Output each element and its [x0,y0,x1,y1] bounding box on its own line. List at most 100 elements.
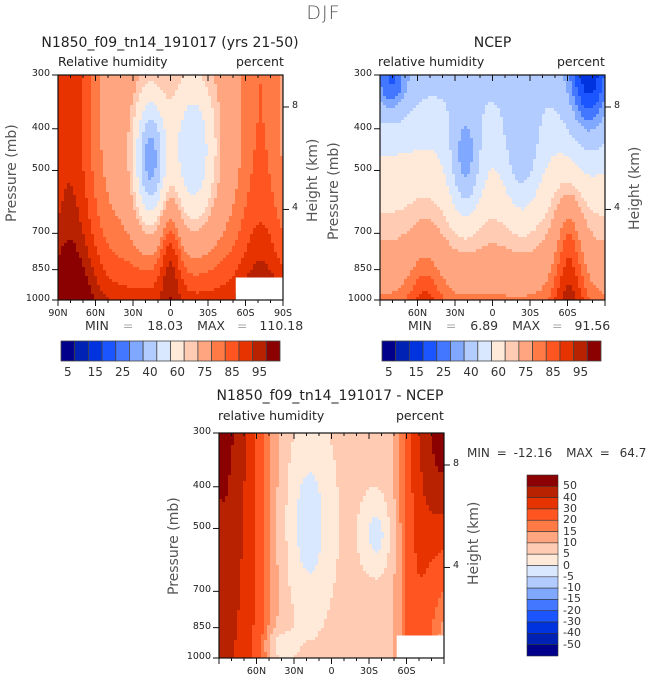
panel-model-contour-cell [94,177,98,181]
panel-model-contour-cell [250,129,254,133]
panel-model-contour-cell [61,207,65,211]
panel-model-contour-cell [85,261,89,265]
panel-model-contour-cell [184,162,188,166]
panel-model-contour-cell [139,96,143,100]
panel-model-contour-cell [64,240,68,244]
panel-model-contour-cell [229,267,233,271]
panel-model-contour-cell [187,144,191,148]
panel-model-contour-cell [169,129,173,133]
panel-model-contour-cell [187,258,191,262]
panel-model-contour-cell [199,258,203,262]
panel-model-contour-cell [136,231,140,235]
panel-model-contour-cell [205,150,209,154]
panel-model-contour-cell [214,90,218,94]
panel-model-contour-cell [82,117,86,121]
panel-model-contour-cell [175,141,179,145]
panel-model-contour-cell [223,129,227,133]
panel-model-contour-cell [199,120,203,124]
panel-model-contour-cell [169,255,173,259]
panel-model-contour-cell [97,198,101,202]
panel-model-contour-cell [127,126,131,130]
panel-model-contour-cell [217,204,221,208]
panel-model-contour-cell [121,198,125,202]
panel-model-contour-cell [115,249,119,253]
panel-model-contour-cell [193,159,197,163]
panel-model-contour-cell [232,255,236,259]
panel-model-contour-cell [88,99,92,103]
panel-model-contour-cell [148,273,152,277]
panel-model-contour-cell [76,276,80,280]
panel-model-contour-cell [211,297,215,301]
panel-model-contour-cell [181,234,185,238]
panel-model-contour-cell [247,237,251,241]
panel-model-contour-cell [61,183,65,187]
panel-model-contour-cell [136,213,140,217]
panel-model-contour-cell [58,123,62,127]
panel-model-contour-cell [208,93,212,97]
panel-model-contour-cell [244,204,248,208]
panel-model-contour-cell [244,153,248,157]
panel-model-contour-cell [118,171,122,175]
panel-model-contour-cell [172,270,176,274]
panel-model-contour-cell [166,135,170,139]
panel-model-contour-cell [184,180,188,184]
panel-model-contour-cell [214,153,218,157]
panel-model-contour-cell [169,249,173,253]
panel-model-contour-cell [118,219,122,223]
panel-model-contour-cell [94,276,98,280]
panel-model-contour-cell [226,96,230,100]
panel-model-contour-cell [100,99,104,103]
panel-model-contour-cell [82,216,86,220]
panel-model-contour-cell [127,171,131,175]
panel-model-contour-cell [214,108,218,112]
panel-model-contour-cell [232,153,236,157]
panel-model-contour-cell [151,198,155,202]
panel-model-contour-cell [214,138,218,142]
panel-model-contour-cell [124,222,128,226]
panel-model-contour-cell [67,282,71,286]
panel-model-contour-cell [184,159,188,163]
panel-model-contour-cell [223,198,227,202]
panel-model-contour-field [58,75,284,301]
panel-model-contour-cell [220,87,224,91]
panel-model-contour-cell [202,102,206,106]
panel-model-contour-cell [250,84,254,88]
panel-model-contour-cell [220,141,224,145]
panel-model-contour-cell [85,186,89,190]
panel-model-contour-cell [106,90,110,94]
panel-model-contour-cell [94,183,98,187]
panel-model-contour-cell [76,180,80,184]
panel-model-contour-cell [151,225,155,229]
panel-model-contour-cell [97,219,101,223]
panel-model-contour-cell [79,276,83,280]
panel-model-contour-cell [106,120,110,124]
panel-model-contour-cell [205,168,209,172]
panel-model-contour-cell [160,243,164,247]
panel-model-contour-cell [82,165,86,169]
panel-model-contour-cell [97,216,101,220]
panel-model-contour-cell [244,105,248,109]
panel-model-contour-cell [211,282,215,286]
panel-model-contour-cell [163,174,167,178]
panel-model-contour-cell [121,240,125,244]
panel-model-contour-cell [127,207,131,211]
panel-model-contour-cell [115,114,119,118]
panel-model-contour-cell [118,267,122,271]
panel-model-contour-cell [106,201,110,205]
panel-model-contour-cell [220,150,224,154]
panel-model-contour-cell [196,270,200,274]
panel-model-contour-cell [169,201,173,205]
panel-model-contour-cell [148,99,152,103]
panel-model-contour-cell [136,261,140,265]
panel-model-contour-cell [214,186,218,190]
panel-model-contour-cell [58,279,62,283]
panel-model-contour-cell [232,168,236,172]
panel-model-contour-cell [208,252,212,256]
panel-model-contour-cell [91,216,95,220]
panel-model-contour-cell [178,192,182,196]
panel-model-contour-cell [94,132,98,136]
panel-model-contour-cell [184,111,188,115]
panel-model-contour-cell [67,105,71,109]
panel-model-contour-cell [187,171,191,175]
panel-model-contour-cell [64,150,68,154]
